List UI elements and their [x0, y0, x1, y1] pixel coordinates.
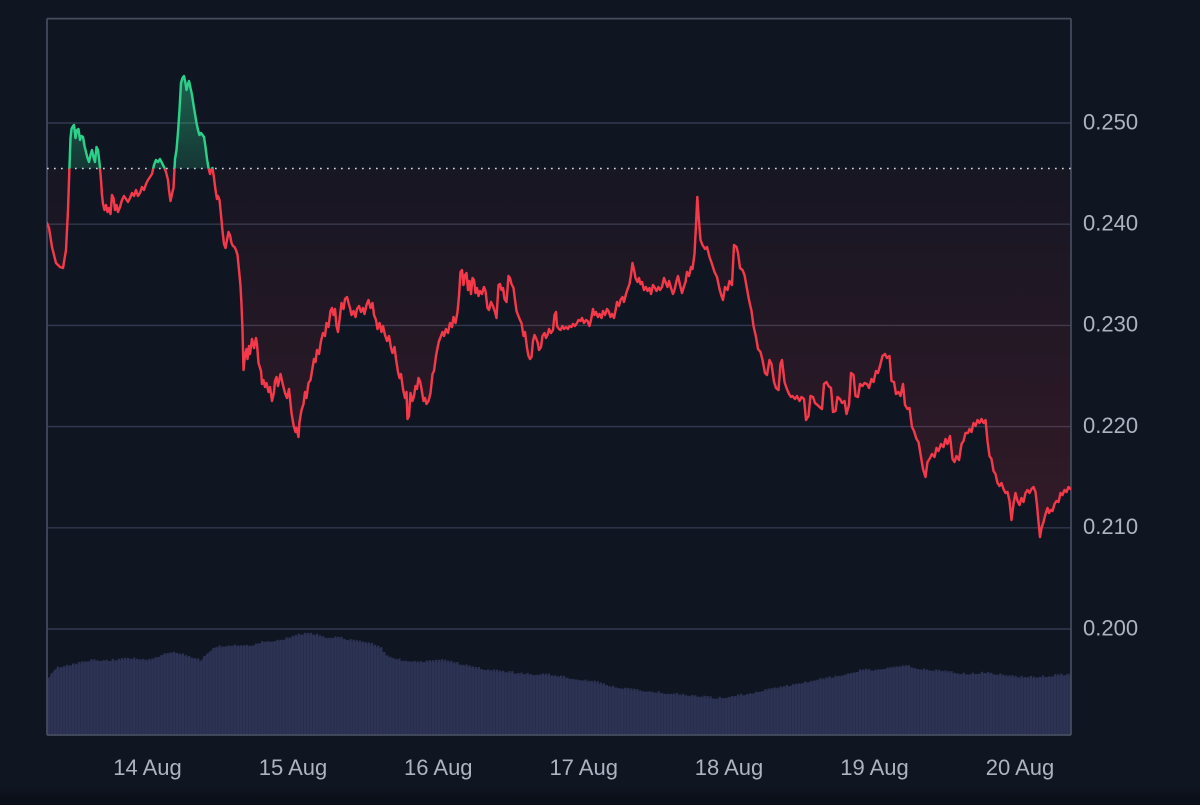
- svg-text:18 Aug: 18 Aug: [695, 755, 764, 780]
- svg-text:0.250: 0.250: [1083, 109, 1138, 134]
- svg-text:0.240: 0.240: [1083, 211, 1138, 236]
- svg-text:0.230: 0.230: [1083, 312, 1138, 337]
- svg-text:16 Aug: 16 Aug: [404, 755, 473, 780]
- svg-text:15 Aug: 15 Aug: [259, 755, 328, 780]
- svg-text:17 Aug: 17 Aug: [549, 755, 618, 780]
- svg-text:0.210: 0.210: [1083, 514, 1138, 539]
- svg-text:14 Aug: 14 Aug: [113, 755, 182, 780]
- svg-text:0.220: 0.220: [1083, 413, 1138, 438]
- svg-text:0.200: 0.200: [1083, 615, 1138, 640]
- svg-text:20 Aug: 20 Aug: [986, 755, 1055, 780]
- svg-text:19 Aug: 19 Aug: [840, 755, 909, 780]
